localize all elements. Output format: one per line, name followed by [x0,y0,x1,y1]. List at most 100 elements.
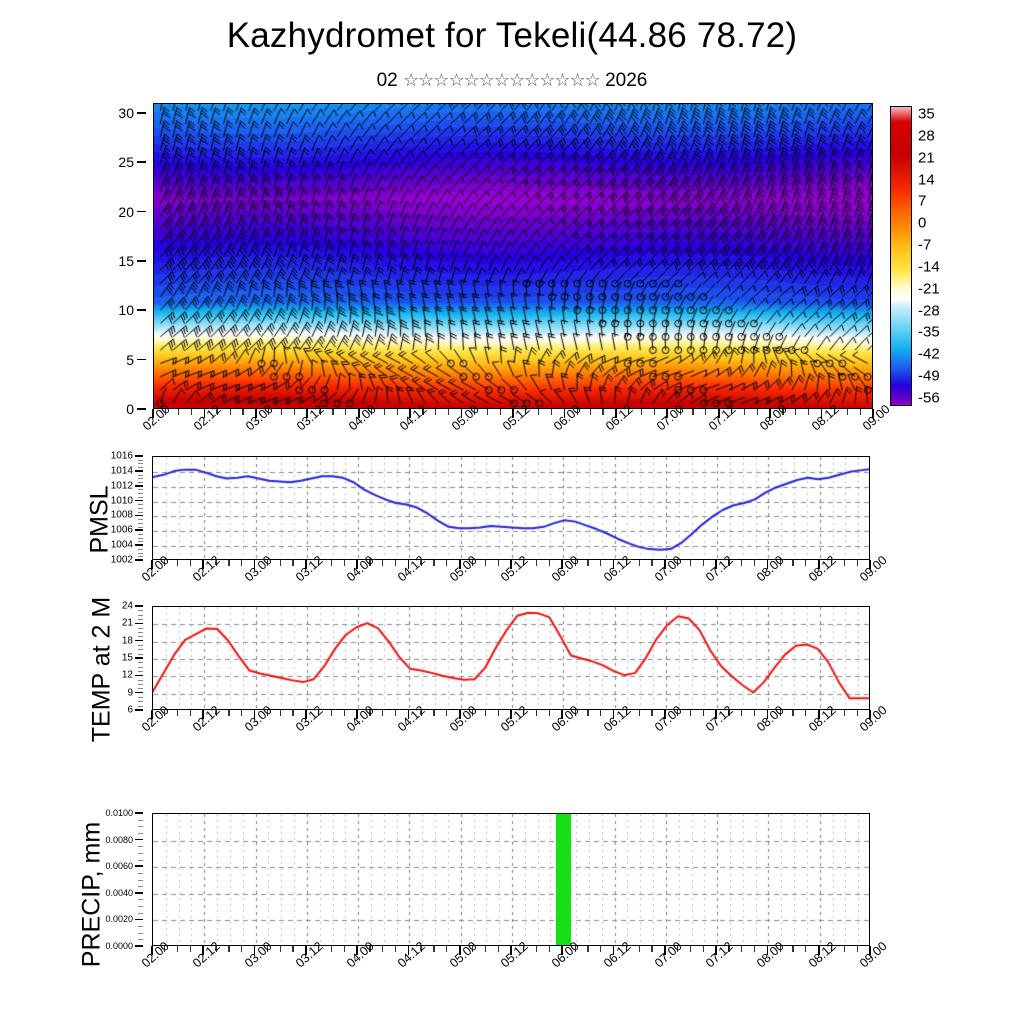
x-tick-major [407,946,410,955]
x-tick-major [357,409,360,418]
y-tick-minor [138,511,143,513]
y-axis-label: 1006 [110,524,133,536]
x-tick-minor [382,560,384,566]
x-tick-minor [589,409,591,415]
x-tick-minor [689,710,692,716]
x-tick-minor [843,710,845,716]
x-tick-minor [830,710,833,716]
temp-x-ticks [151,710,871,719]
x-tick-major [407,710,410,719]
y-tick-major [135,892,143,894]
x-tick-minor [756,409,758,415]
pmsl-x-ticks [151,560,871,569]
x-tick-minor [574,946,576,952]
x-tick-minor [319,409,321,415]
x-tick-minor [383,409,386,415]
x-tick-major [305,946,307,955]
x-tick-minor [215,560,217,566]
x-tick-minor [345,409,347,415]
precip-frame [152,813,870,946]
x-tick-major [766,710,769,719]
y-tick-major [137,210,146,213]
x-tick-major [715,710,717,719]
y-axis-label: 21 [121,617,133,629]
colorbar-tick-label: -7 [918,236,932,254]
x-tick-minor [433,560,435,566]
x-tick-major [510,946,512,955]
y-tick-minor [138,627,143,629]
x-tick-minor [653,409,656,415]
y-tick-major [135,605,143,607]
temp-2m-panel [152,606,870,710]
x-tick-major [769,409,771,418]
y-tick-minor [138,912,143,914]
x-tick-minor [395,946,397,952]
x-tick-minor [484,560,486,566]
x-tick-major [510,560,512,569]
x-tick-minor [318,560,320,566]
x-tick-minor [550,409,553,415]
x-tick-minor [846,409,848,415]
x-tick-major [512,409,514,418]
y-tick-minor [138,886,143,888]
y-axis-label: 0.0080 [105,834,133,845]
x-tick-minor [705,409,707,415]
y-tick-minor [138,474,143,476]
colorbar-tick-label: -35 [918,323,940,341]
x-tick-minor [370,409,373,415]
y-axis-label: 12 [121,669,133,681]
xsec-frame [153,103,873,409]
x-tick-major [458,946,461,955]
x-tick-minor [548,560,551,566]
y-tick-minor [138,619,143,620]
y-tick-major [137,161,146,164]
x-tick-minor [730,409,733,415]
x-tick-minor [266,946,268,952]
x-tick-major [766,946,769,955]
x-tick-minor [178,409,180,415]
x-tick-minor [702,560,704,566]
x-tick-major [766,560,769,569]
colorbar-tick-labels: 35 28 21 14 7 0 -7 -14 -21 -28 -35 -42 -49 -56 [918,106,978,407]
date-subtitle: 02 ☆☆☆☆☆☆☆☆☆☆☆☆☆ 2026 [0,70,1024,92]
x-tick-minor [754,710,756,716]
x-tick-major [615,409,617,418]
y-tick-minor [138,899,143,901]
y-axis-label: 9 [127,687,133,699]
y-tick-minor [138,548,143,550]
x-tick-major [561,710,564,719]
y-tick-minor [138,632,143,633]
x-tick-minor [651,946,653,952]
x-tick-minor [241,560,243,566]
x-tick-minor [574,710,576,716]
x-tick-minor [190,409,193,415]
y-tick-minor [138,482,143,483]
x-tick-minor [728,560,730,566]
colorbar-gradient-strip [890,106,912,406]
x-tick-minor [471,946,474,952]
y-tick-major [135,514,143,517]
x-tick-major [253,710,256,719]
x-tick-minor [805,946,807,952]
y-tick-major [137,358,146,361]
y-tick-minor [138,534,143,535]
x-tick-major [253,560,256,569]
y-axis-label: 30 [118,104,134,121]
x-tick-minor [538,409,540,415]
y-axis-label: 10 [118,302,134,319]
y-tick-major [135,865,143,867]
y-axis-label: 1010 [110,495,133,507]
y-tick-major [135,674,143,677]
x-tick-minor [177,560,179,566]
y-tick-minor [138,852,143,854]
y-axis-label: 20 [118,203,134,220]
x-tick-minor [433,710,435,716]
x-tick-minor [805,560,807,566]
x-tick-minor [369,710,371,716]
x-tick-minor [343,560,345,566]
x-tick-minor [177,710,179,716]
y-axis-label: 15 [118,252,134,269]
y-tick-major [135,812,143,814]
y-tick-major [135,945,143,947]
